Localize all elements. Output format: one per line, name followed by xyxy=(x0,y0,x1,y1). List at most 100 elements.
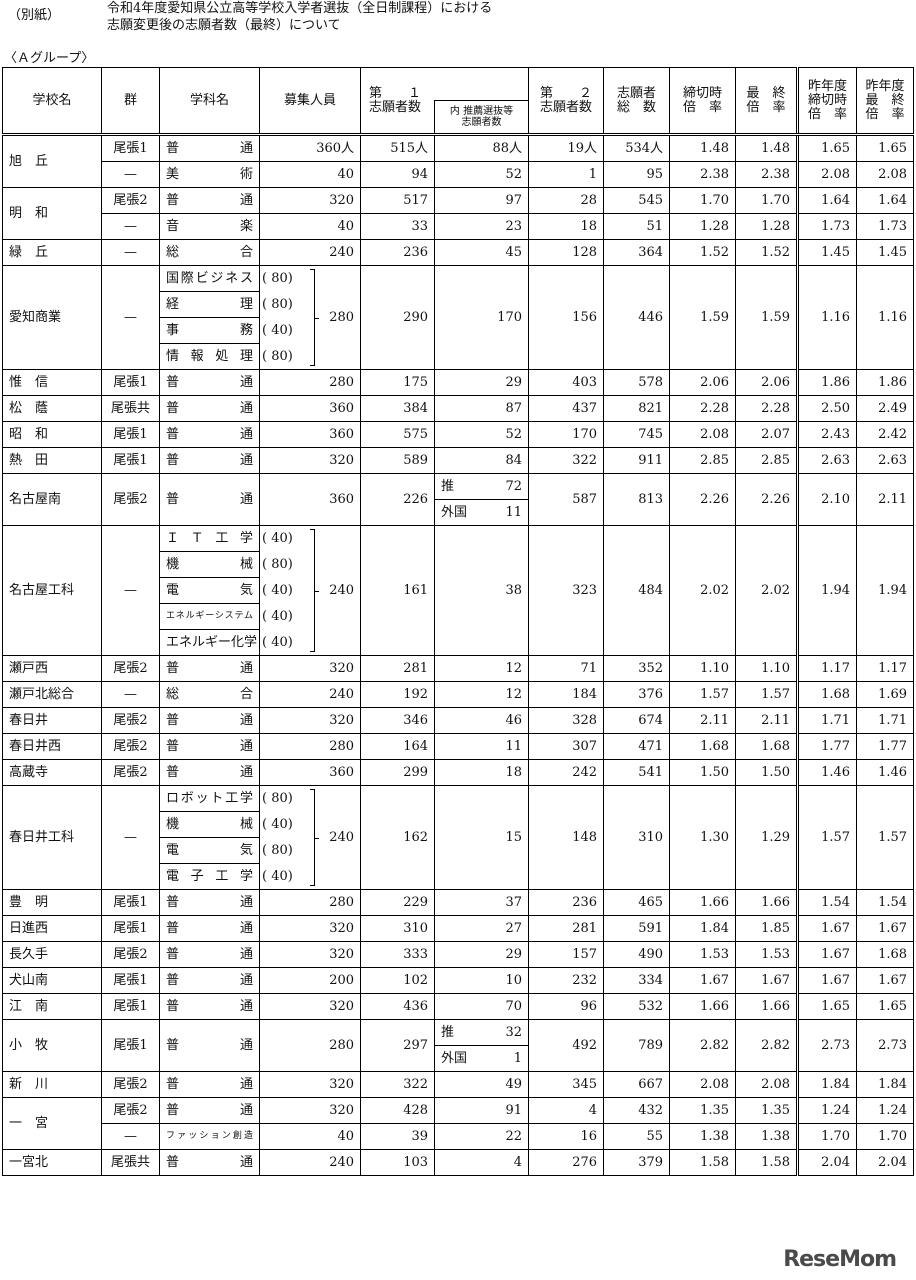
capacity: 240 xyxy=(258,239,362,266)
department: 国際ビジネス xyxy=(159,265,260,292)
prev-final-ratio: 2.63 xyxy=(856,447,915,474)
second-choice: 242 xyxy=(528,759,605,786)
department-capacity: ( 80) xyxy=(259,343,310,370)
prev-cutoff-ratio: 1.65 xyxy=(796,134,858,162)
second-choice: 323 xyxy=(528,525,605,656)
group: 尾張2 xyxy=(101,733,160,760)
recommended: 37 xyxy=(434,889,530,916)
prev-final-ratio: 1.68 xyxy=(856,941,915,968)
cutoff-ratio: 1.59 xyxy=(669,265,737,370)
final-ratio: 1.66 xyxy=(735,993,799,1020)
cutoff-ratio: 1.67 xyxy=(669,967,737,994)
prev-final-ratio: 1.65 xyxy=(856,993,915,1020)
recommended: 27 xyxy=(434,915,530,942)
department: 普通 xyxy=(159,707,260,734)
school-name: 新 川 xyxy=(2,1071,102,1098)
table-row: 春日井工科 — ロボット工学( 80) 240 162 15 148 310 1.30 1.29 1… xyxy=(2,785,915,890)
group: — xyxy=(101,265,160,370)
capacity: 320 xyxy=(258,1071,362,1098)
first-choice: 589 xyxy=(360,447,436,474)
school-name: 小 牧 xyxy=(2,1019,102,1072)
final-ratio: 1.66 xyxy=(735,889,799,916)
cutoff-ratio: 1.28 xyxy=(669,213,737,240)
final-ratio: 2.85 xyxy=(735,447,799,474)
school-name: 名古屋工科 xyxy=(2,525,102,656)
second-choice: 4 xyxy=(528,1097,605,1124)
prev-final-ratio: 2.73 xyxy=(856,1019,915,1072)
recommended: 88人 xyxy=(434,134,530,162)
department: ＩＴ工学 xyxy=(159,525,260,552)
header-row: 内 推薦選抜等 志願者数 xyxy=(3,100,914,136)
cutoff-ratio: 2.06 xyxy=(669,369,737,396)
second-choice: 437 xyxy=(528,395,605,422)
header-cell: 締切時 倍 率 xyxy=(669,67,737,136)
table-row: 機械( 80) xyxy=(3,551,914,578)
final-ratio: 1.53 xyxy=(735,941,799,968)
first-choice: 102 xyxy=(360,967,436,994)
cutoff-ratio: 1.52 xyxy=(669,239,737,266)
school-name: 旭 丘 xyxy=(2,134,102,188)
prev-cutoff-ratio: 1.86 xyxy=(796,369,858,396)
table-row: 熱 田尾張1 普通 320 589 84 322 911 2.85 2.85 2.63 2.63 xyxy=(2,447,915,474)
total-applicants: 745 xyxy=(603,421,671,448)
school-name: 春日井 xyxy=(2,707,102,734)
prev-cutoff-ratio: 1.17 xyxy=(796,655,858,682)
school-name: 昭 和 xyxy=(2,421,102,448)
rec-label: 外国 xyxy=(441,505,468,520)
table-head: 学校名群学科名 募集人員第 １ 志願者数 第 ２ 志願者数 志願者 総 数締切時 倍 … xyxy=(2,67,915,136)
department: 普通 xyxy=(159,655,260,682)
bracket xyxy=(313,317,319,319)
title: 令和4年度愛知県公立高等学校入学者選抜（全日制課程）における 志願変更後の志願者… xyxy=(107,0,492,34)
recommended: 52 xyxy=(434,421,530,448)
total-applicants: 364 xyxy=(603,239,671,266)
prev-final-ratio: 1.45 xyxy=(856,239,915,266)
recommended: 外国 1 xyxy=(434,1045,530,1072)
prev-final-ratio: 1.70 xyxy=(856,1123,915,1150)
capacity: 40 xyxy=(258,1123,362,1150)
prev-cutoff-ratio: 1.67 xyxy=(796,967,858,994)
prev-cutoff-ratio: 2.73 xyxy=(796,1019,858,1072)
first-choice: 384 xyxy=(360,395,436,422)
group: 尾張2 xyxy=(101,1097,160,1124)
school-name: 犬山南 xyxy=(2,967,102,994)
department-capacity: ( 40) xyxy=(259,525,310,552)
total-applicants: 484 xyxy=(603,525,671,656)
prev-cutoff-ratio: 2.04 xyxy=(796,1149,858,1176)
prev-final-ratio: 1.84 xyxy=(856,1071,915,1098)
table-row: 事務( 40) xyxy=(3,317,914,344)
total-applicants: 667 xyxy=(603,1071,671,1098)
total-applicants: 674 xyxy=(603,707,671,734)
table-row: 犬山南 尾張1 普通 200 102 10 232 334 1.67 1.67 1.67 1.67 xyxy=(2,967,915,994)
prev-final-ratio: 2.04 xyxy=(856,1149,915,1176)
prev-final-ratio: 1.67 xyxy=(856,915,915,942)
final-ratio: 1.28 xyxy=(735,213,799,240)
prev-final-ratio: 1.24 xyxy=(856,1097,915,1124)
group: 尾張1 xyxy=(101,134,160,162)
final-ratio: 2.02 xyxy=(735,525,799,656)
department: 普通 xyxy=(159,1019,260,1072)
school-name: 長久手 xyxy=(2,941,102,968)
recommended: 推 32 xyxy=(434,1019,530,1046)
rec-label: 外国 xyxy=(441,1051,468,1066)
final-ratio: 1.50 xyxy=(735,759,799,786)
group: 尾張1 xyxy=(101,421,160,448)
recommended: 29 xyxy=(434,369,530,396)
department: 普通 xyxy=(159,421,260,448)
bracket xyxy=(313,837,319,839)
group: 尾張2 xyxy=(101,473,160,526)
department: 普通 xyxy=(159,759,260,786)
prev-cutoff-ratio: 1.71 xyxy=(796,707,858,734)
recommended: 91 xyxy=(434,1097,530,1124)
prev-final-ratio: 2.08 xyxy=(856,161,915,188)
school-name: 惟 信 xyxy=(2,369,102,396)
table-row: 外国 1 xyxy=(3,1045,914,1072)
recommended: 49 xyxy=(434,1071,530,1098)
recommended: 12 xyxy=(434,655,530,682)
prev-final-ratio: 1.57 xyxy=(856,785,915,890)
total-applicants: 376 xyxy=(603,681,671,708)
second-choice: 492 xyxy=(528,1019,605,1072)
group: 尾張2 xyxy=(101,655,160,682)
prev-cutoff-ratio: 1.67 xyxy=(796,915,858,942)
header-cell xyxy=(434,67,530,101)
table-row: — 音楽 40 33 23 18 51 1.28 1.28 1.73 1.73 xyxy=(3,213,915,240)
